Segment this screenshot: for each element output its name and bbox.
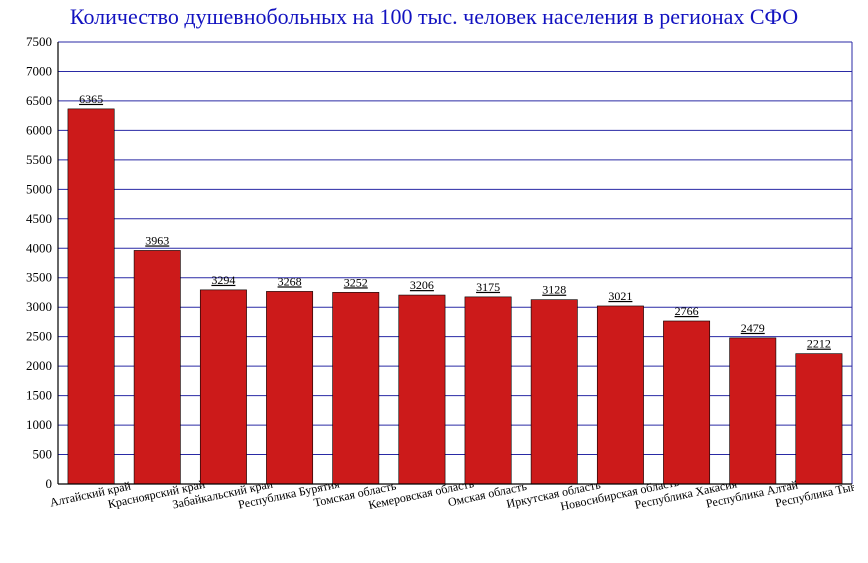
- y-tick-label: 5000: [26, 181, 52, 196]
- bar-value-label: 3021: [608, 289, 632, 303]
- bar-value-label: 3206: [410, 278, 434, 292]
- bar-value-label: 3128: [542, 283, 566, 297]
- bar: [134, 250, 180, 484]
- bar: [597, 306, 643, 484]
- y-tick-label: 7500: [26, 34, 52, 49]
- bar-value-label: 2479: [741, 321, 765, 335]
- bar: [465, 297, 511, 484]
- y-tick-label: 1500: [26, 388, 52, 403]
- bar: [663, 321, 709, 484]
- y-tick-label: 500: [33, 447, 53, 462]
- y-tick-label: 6500: [26, 93, 52, 108]
- bar-chart: 0 500 1000 1500 2000 2500 3000 3500 4000 4500 5000…: [16, 34, 854, 554]
- y-tick-label: 2500: [26, 329, 52, 344]
- bar-value-label: 3252: [344, 275, 368, 289]
- y-tick-label: 7000: [26, 63, 52, 78]
- bar: [796, 354, 842, 484]
- bar: [730, 338, 776, 484]
- bar-value-label: 2766: [675, 304, 699, 318]
- y-tick-label: 0: [46, 476, 53, 491]
- y-tick-label: 4000: [26, 240, 52, 255]
- bar-value-label: 2212: [807, 337, 831, 351]
- bar: [266, 291, 312, 484]
- bar: [200, 290, 246, 484]
- chart-svg: 0 500 1000 1500 2000 2500 3000 3500 4000 4500 5000…: [16, 34, 854, 554]
- y-tick-label: 2000: [26, 358, 52, 373]
- bar-value-label: 6365: [79, 92, 103, 106]
- bar: [531, 300, 577, 484]
- y-tick-label: 3000: [26, 299, 52, 314]
- chart-title: Количество душевнобольных на 100 тыс. че…: [0, 4, 868, 30]
- y-tick-label: 5500: [26, 152, 52, 167]
- y-tick-label: 4500: [26, 211, 52, 226]
- y-tick-label: 6000: [26, 122, 52, 137]
- y-tick-label: 3500: [26, 270, 52, 285]
- bar: [399, 295, 445, 484]
- bar: [68, 109, 114, 484]
- bar-value-label: 3175: [476, 280, 500, 294]
- y-tick-label: 1000: [26, 417, 52, 432]
- bar: [333, 292, 379, 484]
- bar-value-label: 3294: [211, 273, 235, 287]
- bar-value-label: 3963: [145, 233, 169, 247]
- page: Количество душевнобольных на 100 тыс. че…: [0, 0, 868, 563]
- bar-value-label: 3268: [278, 274, 302, 288]
